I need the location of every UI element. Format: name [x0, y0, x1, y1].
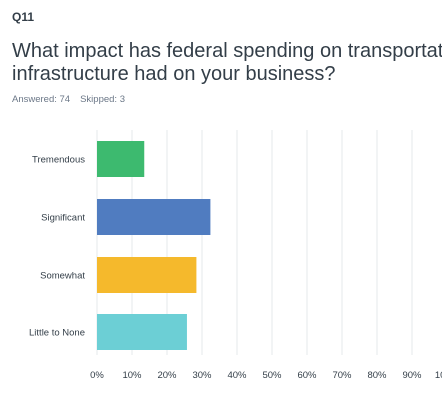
bar: [97, 199, 211, 235]
x-tick-label: 70%: [332, 370, 352, 381]
category-label: Somewhat: [40, 271, 85, 282]
x-tick-label: 20%: [157, 370, 177, 381]
x-tick-label: 30%: [192, 370, 212, 381]
x-tick-label: 40%: [227, 370, 247, 381]
question-title-line-1: What impact has federal spending on tran…: [12, 40, 442, 62]
x-tick-label: 0%: [90, 370, 104, 381]
question-title-line-2: infrastructure had on your business?: [12, 63, 336, 85]
x-tick-label: 50%: [262, 370, 282, 381]
category-label: Little to None: [29, 328, 85, 339]
x-tick-label: 60%: [297, 370, 317, 381]
bar: [97, 314, 187, 350]
category-label: Tremendous: [32, 155, 85, 166]
x-tick-label: 90%: [402, 370, 422, 381]
answered-count: Answered: 74: [12, 94, 71, 105]
bar: [97, 257, 197, 293]
bar: [97, 141, 145, 177]
x-tick-label: 80%: [367, 370, 387, 381]
response-stats: Answered: 74 Skipped: 3: [12, 94, 125, 105]
x-tick-label: 10%: [122, 370, 142, 381]
skipped-count: Skipped: 3: [80, 94, 125, 105]
category-label: Significant: [41, 213, 85, 224]
question-title: What impact has federal spending on tran…: [12, 40, 442, 86]
x-tick-label: 100%: [435, 370, 442, 381]
question-number: Q11: [12, 10, 35, 24]
